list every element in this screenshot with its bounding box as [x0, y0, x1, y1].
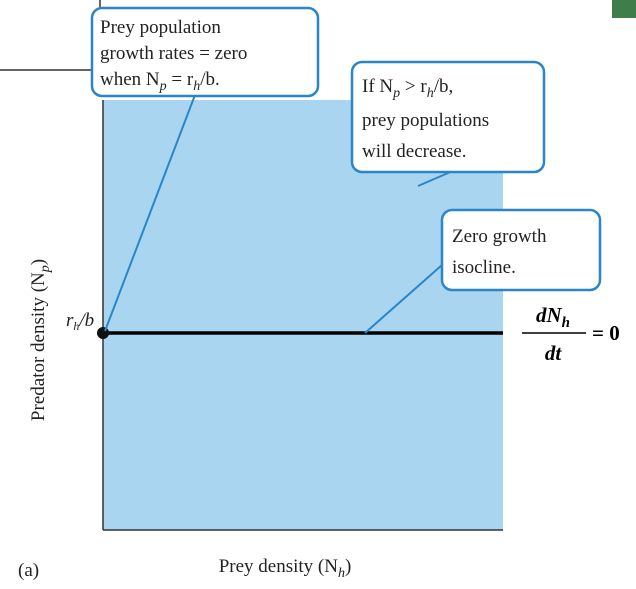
subscript: p [392, 86, 400, 101]
text-part: = r [167, 69, 194, 90]
x-axis-label: Prey density (Nh) [219, 556, 352, 581]
subscript: h [427, 86, 434, 101]
equilibrium-label: rh/b [66, 310, 94, 333]
corner-tab [612, 0, 636, 18]
equation-denominator: dt [545, 341, 563, 365]
callout-text: If Np > rh/b, [362, 76, 453, 101]
text-part: /b. [200, 69, 220, 90]
callout-text: Zero growth [452, 226, 547, 247]
callout-text: when Np = rh/b. [100, 69, 220, 94]
callout-text: will decrease. [362, 141, 466, 162]
text-part: /b, [434, 76, 454, 97]
pointer [104, 94, 196, 332]
subscript: h [338, 566, 345, 581]
text-part: r [66, 310, 74, 331]
text-part: Predator density (N [28, 272, 49, 421]
callout-box [440, 208, 602, 292]
text-part: ) [28, 259, 49, 265]
text-part: ) [345, 556, 351, 577]
text-part: when N [100, 69, 160, 90]
frame-corner [0, 0, 101, 71]
callout-text: Prey population [100, 17, 221, 38]
y-axis-label: Predator density (Np) [28, 259, 53, 421]
callout-box [350, 60, 546, 174]
subscript: h [562, 315, 570, 331]
callout-box [90, 6, 320, 98]
subscript: p [38, 265, 53, 273]
panel-label: (a) [18, 560, 39, 581]
callout-text: prey populations [362, 110, 489, 131]
text-part: > r [400, 76, 427, 97]
callout-text: growth rates = zero [100, 43, 247, 64]
equation-numerator: dNh [536, 303, 570, 331]
text-part: dN [536, 303, 563, 327]
subscript: h [73, 319, 79, 333]
subscript: h [193, 79, 200, 94]
pointer [364, 264, 443, 334]
text-part: If N [362, 76, 393, 97]
subscript: p [159, 79, 167, 94]
text-part: Prey density (N [219, 556, 339, 577]
equation-rhs: = 0 [592, 321, 620, 345]
equilibrium-point [97, 327, 109, 339]
text-part: /b [78, 310, 94, 331]
callout-text: isocline. [452, 257, 516, 278]
